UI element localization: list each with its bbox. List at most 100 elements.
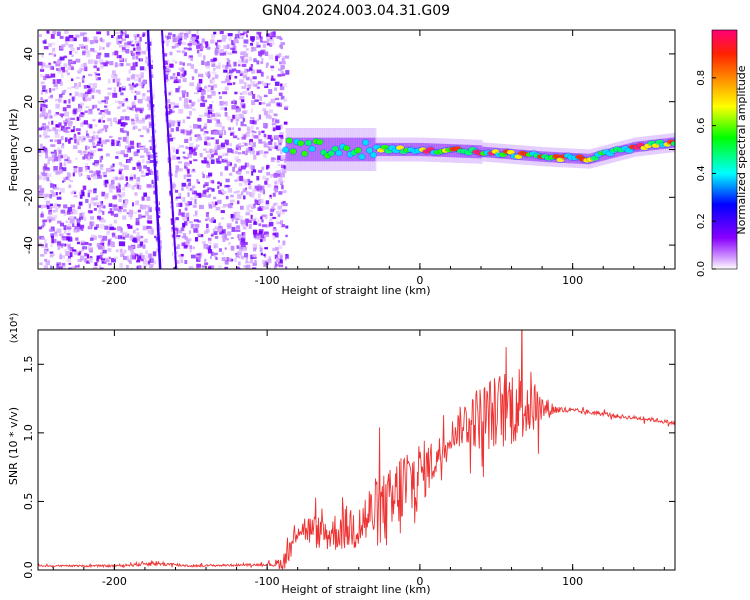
noise-speckle <box>204 141 208 146</box>
noise-speckle <box>196 44 201 49</box>
noise-speckle <box>131 104 137 109</box>
noise-speckle <box>176 202 181 208</box>
noise-speckle <box>261 166 265 171</box>
noise-speckle <box>98 89 101 95</box>
noise-speckle <box>260 233 265 239</box>
noise-speckle <box>102 39 105 43</box>
noise-speckle <box>207 266 212 269</box>
noise-speckle <box>225 237 229 241</box>
noise-speckle <box>137 238 141 242</box>
noise-speckle <box>121 241 126 247</box>
noise-speckle <box>246 126 250 131</box>
noise-speckle <box>226 161 231 167</box>
noise-speckle <box>194 134 197 138</box>
noise-speckle <box>247 84 252 89</box>
noise-speckle <box>136 45 141 50</box>
noise-speckle <box>67 229 71 235</box>
noise-speckle <box>66 72 71 76</box>
noise-speckle <box>74 138 77 144</box>
noise-speckle <box>246 76 250 81</box>
noise-speckle <box>48 228 53 232</box>
noise-speckle <box>146 151 151 157</box>
noise-speckle <box>80 240 86 243</box>
noise-speckle <box>283 121 288 125</box>
noise-speckle <box>107 111 111 115</box>
noise-speckle <box>255 235 259 240</box>
noise-speckle <box>182 222 186 228</box>
noise-speckle <box>186 185 189 189</box>
noise-speckle <box>281 184 284 190</box>
noise-speckle <box>59 113 65 116</box>
noise-speckle <box>55 62 61 67</box>
noise-speckle <box>59 46 64 50</box>
noise-speckle <box>127 183 131 188</box>
track-core <box>316 139 323 146</box>
snr-series-line <box>38 330 675 570</box>
noise-speckle <box>98 255 103 260</box>
noise-speckle <box>104 99 109 104</box>
noise-speckle <box>183 245 188 249</box>
noise-speckle <box>272 236 276 240</box>
noise-speckle <box>52 47 56 52</box>
noise-speckle <box>266 267 272 269</box>
noise-speckle <box>168 104 171 109</box>
noise-speckle <box>261 130 265 134</box>
noise-speckle <box>70 191 73 195</box>
noise-speckle <box>221 188 224 192</box>
noise-speckle <box>81 79 85 83</box>
noise-speckle <box>209 179 214 183</box>
noise-speckle <box>273 172 278 178</box>
noise-speckle <box>133 34 139 37</box>
noise-speckle <box>79 212 83 217</box>
noise-speckle <box>132 125 138 129</box>
track-core <box>309 145 316 152</box>
noise-speckle <box>126 77 131 81</box>
noise-speckle <box>184 202 189 205</box>
noise-speckle <box>122 215 127 220</box>
noise-speckle <box>50 183 54 188</box>
noise-speckle <box>95 202 100 206</box>
noise-speckle <box>54 151 57 157</box>
noise-speckle <box>273 202 278 205</box>
noise-speckle <box>183 174 186 180</box>
noise-speckle <box>245 222 249 227</box>
noise-speckle <box>265 165 269 170</box>
noise-speckle <box>215 158 220 163</box>
noise-speckle <box>43 176 48 181</box>
noise-speckle <box>117 35 123 39</box>
noise-speckle <box>74 191 77 195</box>
noise-speckle <box>174 225 178 229</box>
noise-speckle <box>97 131 100 135</box>
noise-speckle <box>210 251 214 256</box>
noise-speckle <box>115 100 120 103</box>
noise-speckle <box>47 259 51 263</box>
noise-speckle <box>133 184 137 187</box>
noise-speckle <box>43 163 48 168</box>
noise-speckle <box>120 92 124 96</box>
noise-speckle <box>73 251 79 255</box>
noise-speckle <box>256 175 260 181</box>
noise-speckle <box>62 143 65 146</box>
noise-speckle <box>268 256 272 261</box>
noise-speckle <box>141 97 146 100</box>
noise-speckle <box>253 47 257 52</box>
noise-speckle <box>42 106 46 112</box>
noise-speckle <box>53 165 58 171</box>
noise-speckle <box>99 267 104 269</box>
track-halo-inner <box>362 137 366 162</box>
noise-speckle <box>118 55 122 59</box>
noise-speckle <box>130 145 134 149</box>
noise-speckle <box>85 163 89 166</box>
noise-speckle <box>152 251 157 257</box>
noise-speckle <box>46 113 49 119</box>
noise-speckle <box>67 255 72 259</box>
noise-speckle <box>249 120 255 125</box>
noise-speckle <box>55 171 61 175</box>
noise-speckle <box>97 148 103 152</box>
track-core-edge <box>506 148 516 156</box>
noise-speckle <box>133 47 136 51</box>
noise-speckle <box>224 184 230 188</box>
noise-speckle <box>263 142 269 148</box>
noise-speckle <box>236 190 240 193</box>
noise-speckle <box>256 44 261 48</box>
